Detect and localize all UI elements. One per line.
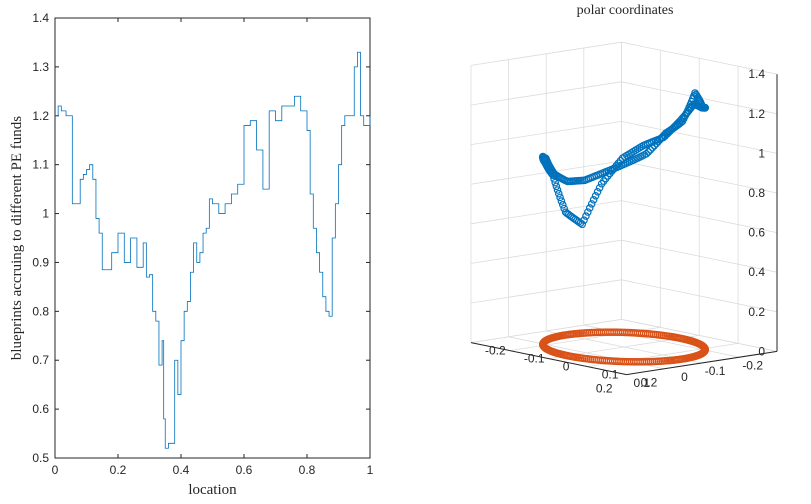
scatter-point xyxy=(557,197,566,205)
ring-point xyxy=(680,354,688,363)
scatter-point xyxy=(593,187,602,196)
y-tick-label: 0.6 xyxy=(32,402,49,416)
3d-grid xyxy=(470,41,778,376)
right-axis-line xyxy=(470,342,627,376)
y-tick-label: 0.2 xyxy=(596,382,613,396)
left-axes-box xyxy=(54,17,371,459)
back-wall-grid-line xyxy=(470,41,622,66)
y-tick-label: 0.9 xyxy=(32,255,49,269)
z-tick-label: 1 xyxy=(758,146,765,160)
z-tick-label: 0.4 xyxy=(748,265,765,279)
x-tick-label: 0 xyxy=(52,463,59,477)
scatter-point xyxy=(549,171,557,180)
scatter-point xyxy=(553,186,562,194)
side-wall-grid-line xyxy=(621,319,778,352)
z-tick-label: 1.2 xyxy=(748,107,765,121)
series-line xyxy=(55,51,371,449)
side-wall-grid-line xyxy=(621,121,778,154)
back-wall-grid-line xyxy=(470,121,622,145)
right-3d-scatter: 00.20.40.60.811.21.40.2 0.1 0 -0.1 -0.20.20.… xyxy=(470,3,778,396)
x-tick-label: 0.2 xyxy=(110,463,127,477)
scatter-point xyxy=(558,200,567,209)
y-tick-label: 1.2 xyxy=(32,109,49,123)
chart-title: polar coordinates xyxy=(577,3,674,18)
z-tick-label: 1.4 xyxy=(748,67,765,81)
back-wall-grid-line xyxy=(470,279,622,304)
scatter-point xyxy=(556,193,564,202)
left-y-ticks: 0.5 0.6 0.7 0.8 0.9 1 1.1 1.2 1.3 1.4 xyxy=(32,11,370,465)
z-tick-label: 0 xyxy=(758,344,765,358)
z-tick-label: 0.2 xyxy=(748,305,765,319)
x-tick-label: 0.4 xyxy=(173,463,190,477)
scatter-point xyxy=(589,196,598,204)
z-tick-label: 0.8 xyxy=(748,186,765,200)
x-tick-label: 1 xyxy=(367,463,374,477)
scatter-point xyxy=(552,182,561,191)
y-tick-label: -0.1 xyxy=(705,364,726,378)
x-tick-label: 0.6 xyxy=(236,463,253,477)
scatter-point xyxy=(554,189,563,198)
scatter-point xyxy=(680,114,688,123)
scatter-point xyxy=(595,183,604,192)
y-tick-label: 0.8 xyxy=(32,304,49,318)
y-tick-label: -0.2 xyxy=(742,358,763,372)
side-wall-grid-line xyxy=(621,279,778,313)
y-tick-label: 0.1 xyxy=(634,376,651,390)
x-tick-label: -0.1 xyxy=(524,352,545,366)
left-line-chart: 0 0.2 0.4 0.6 0.8 1 0.5 0.6 0.7 0.8 0.9 1 1.1 1.2 1.3… xyxy=(9,11,374,498)
y-tick-label: 1.3 xyxy=(32,60,49,74)
back-wall-grid-line xyxy=(470,160,622,185)
scatter-point xyxy=(548,170,556,178)
side-wall-grid-line xyxy=(621,239,778,273)
x-tick-label: 0.2 xyxy=(641,376,658,390)
y-tick-label: 0.7 xyxy=(32,353,49,367)
x-tick-label: -0.2 xyxy=(485,344,506,358)
scatter-point xyxy=(587,200,596,208)
x-tick-label: 0.1 xyxy=(602,368,619,382)
x-tick-label: 0.8 xyxy=(299,463,316,477)
side-wall-grid-line xyxy=(621,160,778,194)
scatter-point xyxy=(582,212,590,220)
scatter-point xyxy=(580,216,588,224)
side-wall-grid-line xyxy=(621,41,778,75)
left-x-ticks: 0 0.2 0.4 0.6 0.8 1 xyxy=(52,18,374,477)
y-tick-label: 0 xyxy=(681,370,688,384)
back-wall-grid-line xyxy=(470,81,622,106)
front-axis-line xyxy=(626,350,778,376)
y-tick-label: 0.5 xyxy=(32,451,49,465)
scatter-point xyxy=(550,175,558,183)
y-axis-label: blueprints accruing to different PE fund… xyxy=(9,116,25,360)
y-tick-label: 1.4 xyxy=(32,11,49,25)
back-wall-grid-line xyxy=(470,239,622,264)
3d-tick-labels: 00.20.40.60.811.21.40.2 0.1 0 -0.1 -0.20.20.… xyxy=(485,67,765,395)
x-axis-label: location xyxy=(188,482,237,498)
base-circle-series xyxy=(539,328,709,366)
y-tick-label: 1.1 xyxy=(32,158,49,172)
scatter-point xyxy=(585,204,594,212)
y-tick-label: 1 xyxy=(42,207,49,221)
scatter-point xyxy=(584,208,592,216)
blue-scatter-series xyxy=(539,89,709,229)
x-tick-label: 0 xyxy=(563,360,570,374)
side-wall-grid-line xyxy=(621,200,778,233)
scatter-point xyxy=(551,178,559,187)
scatter-point xyxy=(578,220,587,229)
scatter-point xyxy=(591,192,600,200)
back-wall-grid-line xyxy=(470,200,622,225)
z-tick-label: 0.6 xyxy=(748,226,765,240)
back-wall-grid-line xyxy=(470,319,622,343)
